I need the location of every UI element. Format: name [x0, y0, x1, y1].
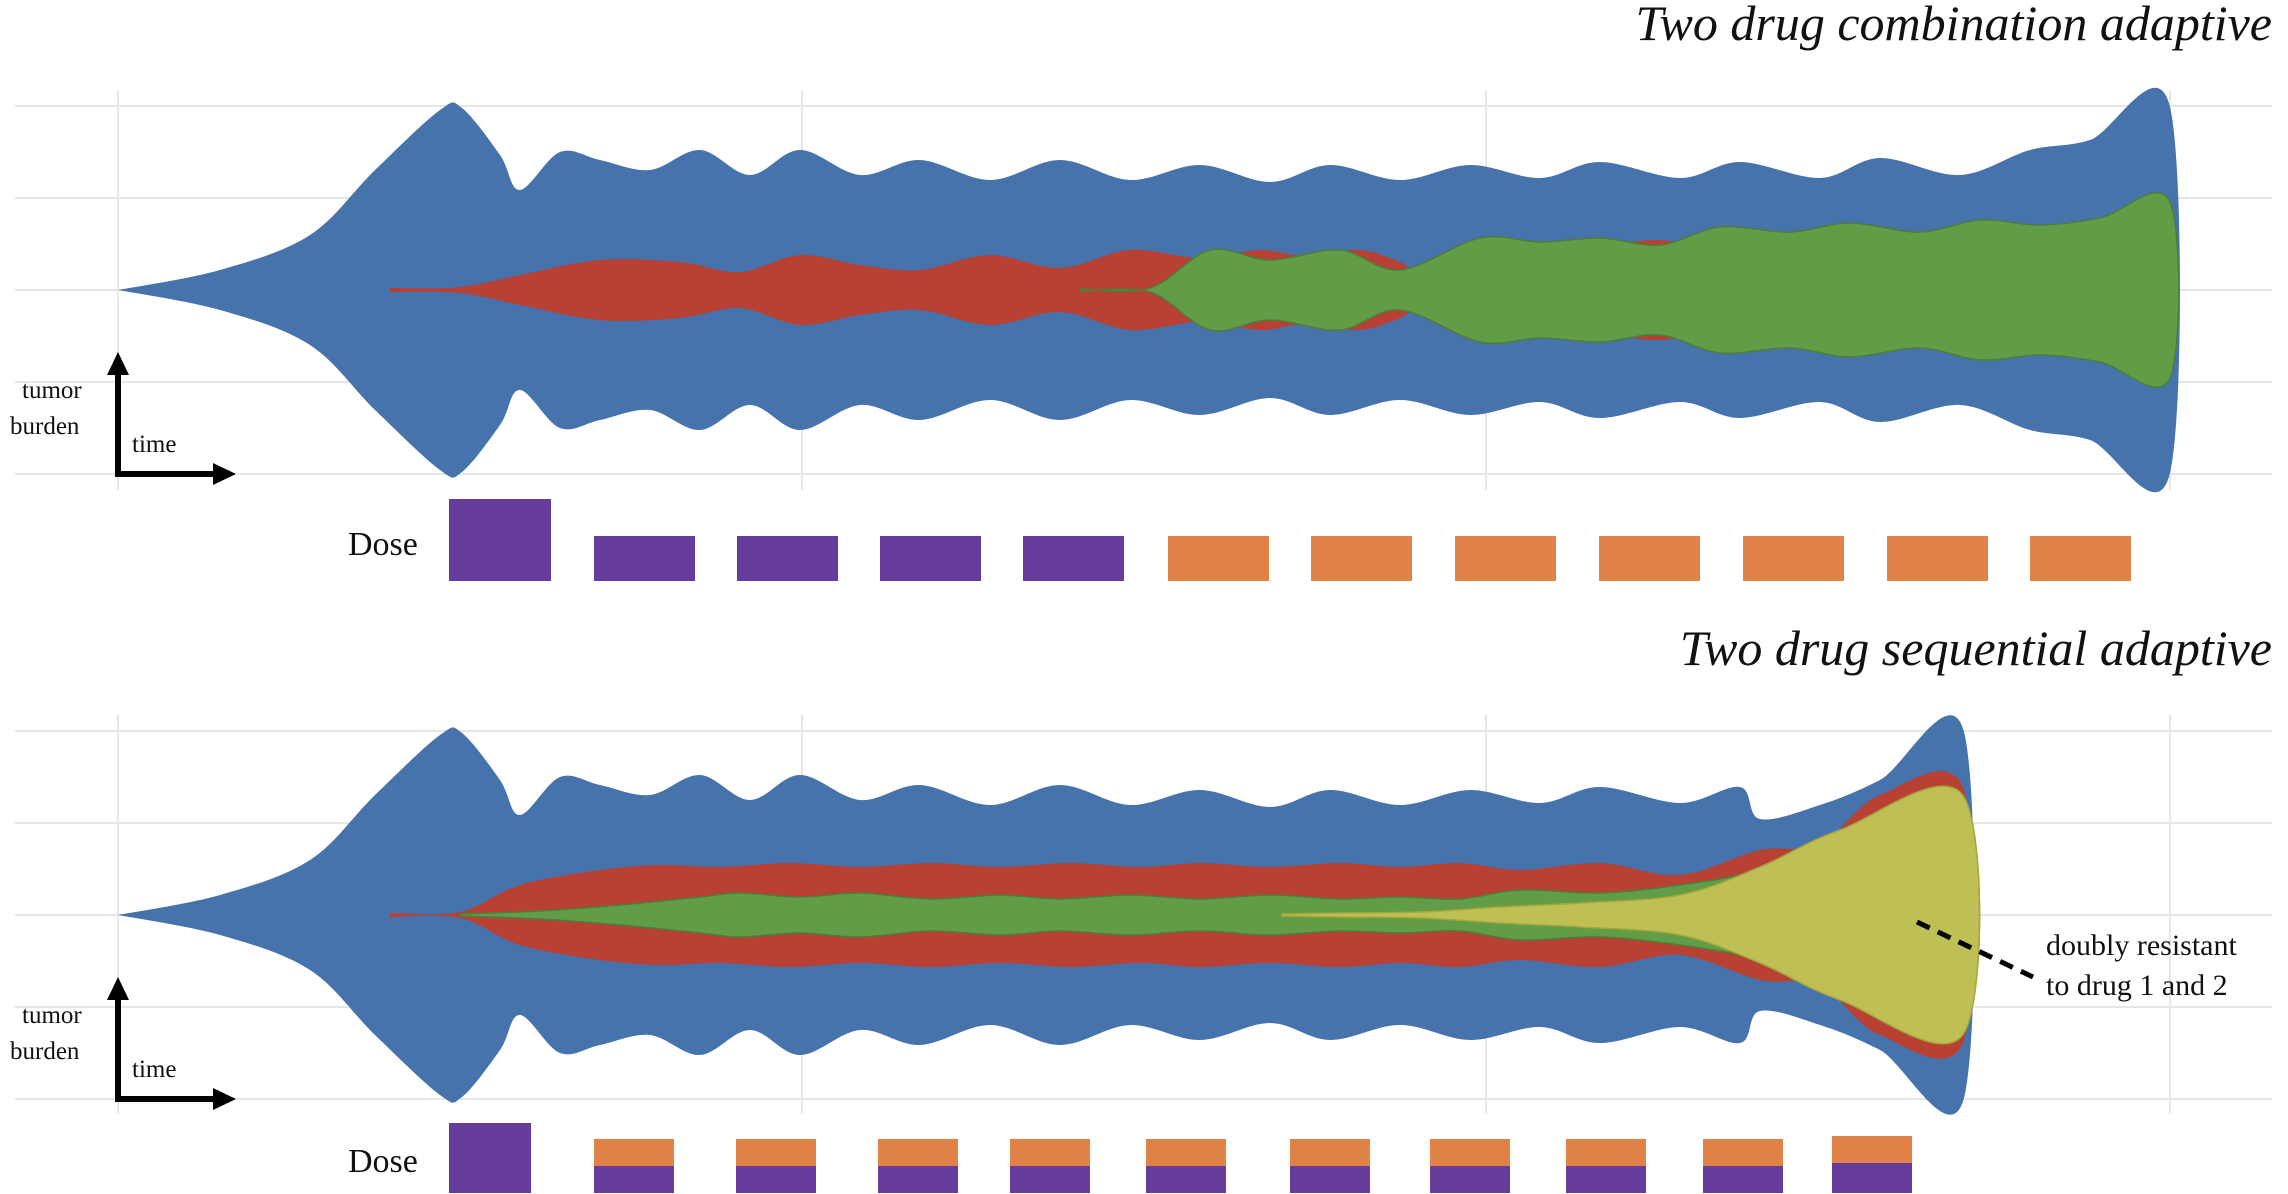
- dose-bar-drug1: [1010, 1166, 1090, 1193]
- y-axis-label: tumor: [22, 1002, 82, 1029]
- dose-bar-drug1: [1430, 1166, 1510, 1193]
- drug2-resistant-population-area: [1079, 192, 2180, 388]
- dose-bar-drug1: [1290, 1166, 1370, 1193]
- dose-bar: [1599, 536, 1700, 581]
- annotation-text-line2: to drug 1 and 2: [2046, 969, 2228, 1002]
- dose-bar-drug1: [1832, 1163, 1912, 1193]
- panel-sequential: Two drug sequential adaptive tumor burde…: [10, 620, 2272, 1193]
- dose-label: Dose: [348, 1143, 418, 1180]
- dose-bars: [449, 1123, 1912, 1193]
- dose-bar-drug2: [878, 1139, 958, 1166]
- dose-bar-drug2: [1010, 1139, 1090, 1166]
- doubly-resistant-population-area: [1281, 785, 1981, 1045]
- arrow-right-icon: [213, 463, 236, 485]
- x-axis-label: time: [132, 1056, 176, 1083]
- dose-bar-drug2: [1430, 1139, 1510, 1166]
- dose-bar-drug2: [1703, 1139, 1783, 1166]
- dose-bars: [449, 499, 2131, 581]
- axis-arrows: [107, 977, 236, 1110]
- dose-bar: [1887, 536, 1988, 581]
- dose-bar-drug2: [1832, 1136, 1912, 1163]
- dose-bar: [1023, 536, 1124, 581]
- dose-bar-drug1: [1566, 1166, 1646, 1193]
- dose-bar: [880, 536, 981, 581]
- dose-bar-drug1: [878, 1166, 958, 1193]
- dose-bar: [449, 499, 551, 581]
- dose-bar: [2030, 536, 2131, 581]
- dose-bar: [1168, 536, 1269, 581]
- dose-bar-drug1: [736, 1166, 816, 1193]
- dose-bar-drug1: [1146, 1166, 1226, 1193]
- annotation-text: doubly resistant: [2046, 929, 2237, 962]
- dose-bar-drug2: [1290, 1139, 1370, 1166]
- axis-arrows: [107, 352, 236, 485]
- dose-bar: [449, 1123, 531, 1193]
- arrow-up-icon: [107, 352, 129, 375]
- dose-bar: [1455, 536, 1556, 581]
- dose-bar: [1311, 536, 1412, 581]
- panel-title: Two drug sequential adaptive: [1680, 620, 2272, 676]
- dose-bar-drug1: [1703, 1166, 1783, 1193]
- dose-bar: [594, 536, 695, 581]
- dose-label: Dose: [348, 526, 418, 563]
- y-axis-label: tumor: [22, 377, 82, 404]
- dose-bar-drug2: [736, 1139, 816, 1166]
- panel-combination: Two drug combination adaptive tumor burd…: [10, 0, 2272, 581]
- arrow-up-icon: [107, 977, 129, 1000]
- panel-title: Two drug combination adaptive: [1635, 0, 2272, 51]
- x-axis-label: time: [132, 431, 176, 458]
- dose-bar-drug1: [594, 1166, 674, 1193]
- arrow-right-icon: [213, 1088, 236, 1110]
- dose-bar-drug2: [594, 1139, 674, 1166]
- dose-bar-drug2: [1566, 1139, 1646, 1166]
- dose-bar: [737, 536, 838, 581]
- dose-bar-drug2: [1146, 1139, 1226, 1166]
- y-axis-label-line2: burden: [10, 413, 80, 440]
- dose-bar: [1743, 536, 1844, 581]
- y-axis-label-line2: burden: [10, 1038, 80, 1065]
